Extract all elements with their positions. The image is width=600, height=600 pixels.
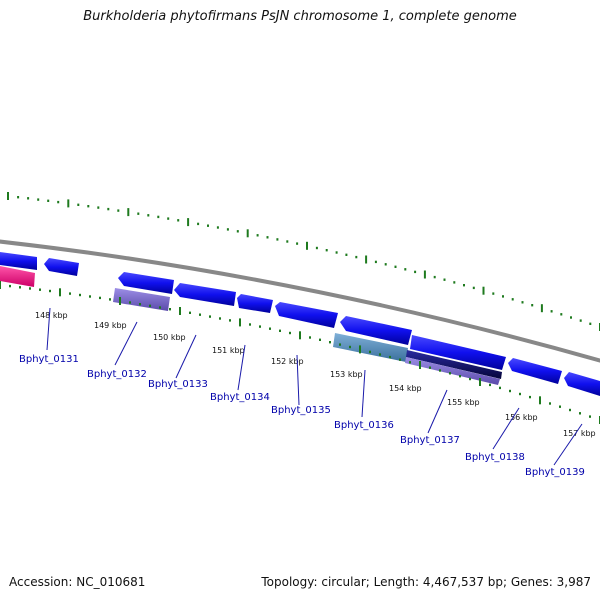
gene-label-bphyt-0137[interactable]: Bphyt_0137 (400, 435, 460, 446)
scale-label: 150 kbp (153, 333, 186, 342)
callout-line (296, 354, 300, 406)
scale-labels: 148 kbp 149 kbp 150 kbp 151 kbp 152 kbp … (35, 311, 596, 438)
gene-label-bphyt-0132[interactable]: Bphyt_0132 (87, 369, 147, 380)
gene-label-bphyt-0134[interactable]: Bphyt_0134 (210, 392, 270, 403)
gene-feature[interactable] (564, 372, 600, 396)
callout-line (492, 407, 520, 450)
gene-label-bphyt-0136[interactable]: Bphyt_0136 (334, 420, 394, 431)
gene-label-bphyt-0135[interactable]: Bphyt_0135 (271, 405, 331, 416)
map-title: Burkholderia phytofirmans PsJN chromosom… (83, 9, 517, 24)
scale-label: 155 kbp (447, 398, 480, 407)
gene-feature[interactable] (508, 358, 562, 384)
gene-label-bphyt-0131[interactable]: Bphyt_0131 (19, 354, 79, 365)
gene-feature[interactable] (44, 258, 79, 276)
callout-line (114, 321, 138, 366)
gene-feature[interactable] (118, 272, 174, 294)
gene-feature[interactable] (410, 335, 506, 370)
scale-label: 151 kbp (212, 346, 245, 355)
gene-feature[interactable] (405, 357, 500, 385)
gene-label-bphyt-0138[interactable]: Bphyt_0138 (465, 452, 525, 463)
gene-feature[interactable] (333, 333, 408, 362)
gene-feature[interactable] (0, 266, 35, 287)
outer-tick-ring (7, 192, 600, 331)
gene-feature[interactable] (275, 302, 338, 328)
accession-text: Accession: NC_010681 (9, 575, 146, 589)
gene-feature[interactable] (340, 316, 412, 345)
scale-label: 152 kbp (271, 357, 304, 366)
inner-tick-ring (0, 281, 600, 424)
gene-labels: Bphyt_0131 Bphyt_0132 Bphyt_0133 Bphyt_0… (19, 354, 585, 478)
callout-line (46, 307, 51, 351)
chromosome-backbone (0, 239, 600, 363)
scale-label: 157 kbp (563, 429, 596, 438)
gene-feature[interactable] (174, 283, 236, 306)
genome-summary-text: Topology: circular; Length: 4,467,537 bp… (261, 575, 591, 589)
gene-track (0, 252, 600, 396)
scale-label: 149 kbp (94, 321, 127, 330)
gene-label-bphyt-0133[interactable]: Bphyt_0133 (148, 379, 208, 390)
gene-feature[interactable] (237, 294, 273, 313)
gene-callouts (46, 307, 583, 466)
gene-label-bphyt-0139[interactable]: Bphyt_0139 (525, 467, 585, 478)
gene-feature[interactable] (406, 350, 502, 379)
callout-line (427, 389, 448, 434)
scale-label: 148 kbp (35, 311, 68, 320)
callout-line (237, 344, 246, 391)
scale-label: 156 kbp (505, 413, 538, 422)
callout-line (175, 334, 197, 379)
scale-label: 153 kbp (330, 370, 363, 379)
scale-label: 154 kbp (389, 384, 422, 393)
gene-feature[interactable] (0, 252, 37, 270)
gene-feature[interactable] (113, 288, 170, 311)
callout-line (553, 423, 583, 466)
callout-line (361, 369, 366, 418)
